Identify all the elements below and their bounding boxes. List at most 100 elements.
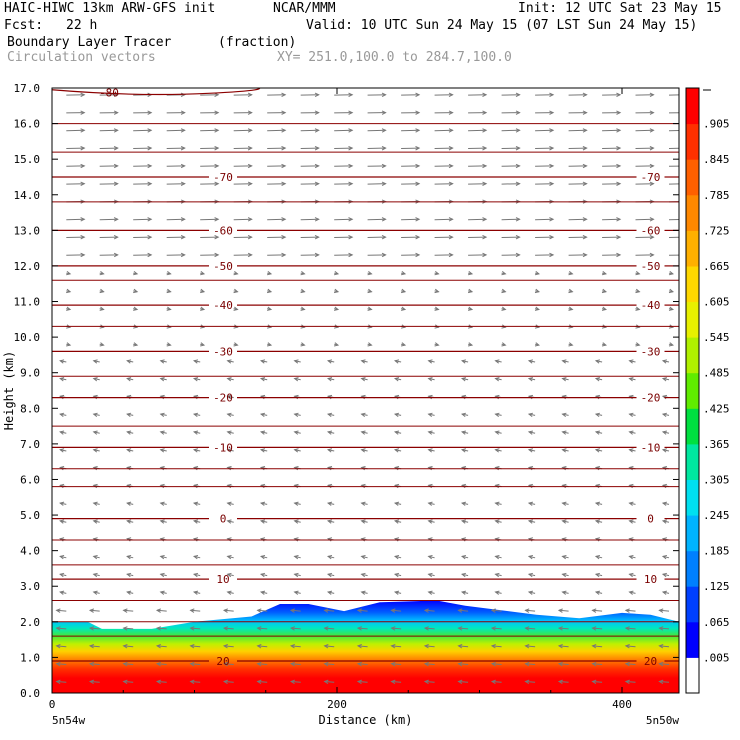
- vector-arrowhead: [527, 377, 534, 382]
- vector-arrowhead: [661, 377, 668, 382]
- vector-arrowhead: [393, 430, 400, 435]
- vector-arrowhead: [549, 163, 555, 169]
- vector-arrowhead: [448, 110, 454, 115]
- vector-arrow: [625, 627, 636, 630]
- vector-arrowhead: [534, 306, 541, 311]
- colorbar-swatch: [686, 657, 699, 694]
- vector-arrow: [90, 645, 100, 648]
- vector-arrowhead: [501, 324, 507, 329]
- x-axis-title: Distance (km): [319, 713, 413, 727]
- vector-arrowhead: [549, 181, 555, 186]
- vector-arrow: [90, 609, 100, 612]
- vector-arrowhead: [582, 146, 588, 151]
- vector-arrowhead: [259, 590, 266, 595]
- vector-arrowhead: [192, 555, 199, 560]
- contour-label: -50: [641, 260, 661, 273]
- contour-label: -20: [213, 392, 233, 405]
- vector-arrowhead: [524, 679, 530, 685]
- vector-arrowhead: [247, 234, 253, 240]
- vector-arrowhead: [200, 342, 206, 347]
- vector-arrowhead: [616, 128, 622, 133]
- vector-arrow: [592, 663, 603, 665]
- colorbar-label: .845: [703, 153, 730, 166]
- vector-arrowhead: [482, 92, 488, 98]
- vector-arrowhead: [192, 590, 199, 595]
- vector-arrowhead: [460, 430, 467, 435]
- vector-arrowhead: [80, 92, 86, 98]
- vector-arrowhead: [460, 572, 467, 578]
- vector-arrowhead: [434, 342, 440, 347]
- vector-arrowhead: [189, 626, 195, 631]
- vector-arrowhead: [155, 644, 161, 649]
- colorbar-label: .545: [703, 331, 730, 344]
- vector-arrow: [458, 681, 469, 683]
- vector-arrowhead: [300, 342, 306, 347]
- vector-arrowhead: [192, 448, 199, 453]
- vector-arrowhead: [561, 501, 567, 506]
- vector-arrowhead: [147, 234, 153, 240]
- vector-arrow: [659, 627, 670, 630]
- vector-arrowhead: [80, 217, 86, 222]
- vector-arrowhead: [582, 163, 588, 169]
- vector-arrowhead: [222, 644, 228, 649]
- vector-arrow: [357, 627, 368, 630]
- vector-arrowhead: [557, 679, 563, 685]
- vector-arrowhead: [226, 519, 232, 524]
- vector-arrow: [224, 627, 234, 630]
- vector-arrowhead: [527, 501, 534, 506]
- vector-arrow: [391, 681, 402, 683]
- vector-arrowhead: [133, 324, 139, 329]
- vector-arrowhead: [381, 110, 387, 115]
- vector-arrowhead: [348, 217, 354, 222]
- colorbar-label: .245: [703, 509, 730, 522]
- vector-arrowhead: [616, 234, 622, 240]
- vector-arrowhead: [259, 359, 266, 364]
- vector-arrow: [291, 627, 301, 630]
- y-tick-label: 15.0: [14, 153, 41, 166]
- vector-arrowhead: [494, 377, 500, 382]
- vector-arrowhead: [427, 359, 433, 364]
- vector-arrow: [659, 663, 670, 665]
- vector-arrowhead: [561, 430, 567, 435]
- vector-arrowhead: [561, 555, 567, 560]
- vector-arrowhead: [214, 128, 220, 133]
- vector-arrowhead: [527, 572, 534, 578]
- y-tick-label: 3.0: [20, 580, 40, 593]
- vector-arrow: [123, 609, 134, 612]
- vector-arrow: [257, 645, 268, 648]
- contour-label: -70: [213, 171, 233, 184]
- vector-arrowhead: [360, 572, 366, 578]
- vector-arrowhead: [80, 110, 86, 115]
- vector-arrowhead: [393, 590, 400, 595]
- vector-arrowhead: [88, 608, 95, 613]
- vector-arrow: [190, 609, 201, 612]
- vector-arrowhead: [356, 608, 362, 613]
- vector-arrowhead: [448, 128, 454, 133]
- vector-arrow: [56, 627, 67, 630]
- vector-arrowhead: [314, 110, 320, 115]
- contour-label: 20: [216, 655, 229, 668]
- vector-arrowhead: [281, 110, 287, 115]
- vector-arrowhead: [400, 271, 407, 276]
- vector-arrowhead: [323, 608, 329, 613]
- vector-arrowhead: [155, 661, 161, 667]
- vector-arrowhead: [661, 359, 668, 364]
- vector-arrowhead: [300, 271, 306, 276]
- vector-arrowhead: [113, 146, 119, 151]
- vector-arrow: [324, 627, 335, 630]
- vector-arrowhead: [381, 217, 387, 222]
- vector-arrowhead: [293, 572, 299, 578]
- vector-arrowhead: [289, 644, 295, 649]
- vector-arrow: [558, 681, 569, 683]
- vector-arrowhead: [233, 288, 239, 294]
- contour-label: -70: [641, 171, 661, 184]
- vector-arrowhead: [189, 679, 195, 685]
- contour-label: 0: [647, 513, 654, 526]
- vector-arrowhead: [591, 644, 597, 649]
- vector-arrowhead: [247, 128, 253, 133]
- vector-arrowhead: [348, 234, 354, 240]
- vector-arrowhead: [323, 679, 329, 685]
- vector-arrowhead: [494, 590, 500, 595]
- vector-arrowhead: [393, 377, 400, 382]
- vector-arrowhead: [624, 608, 630, 613]
